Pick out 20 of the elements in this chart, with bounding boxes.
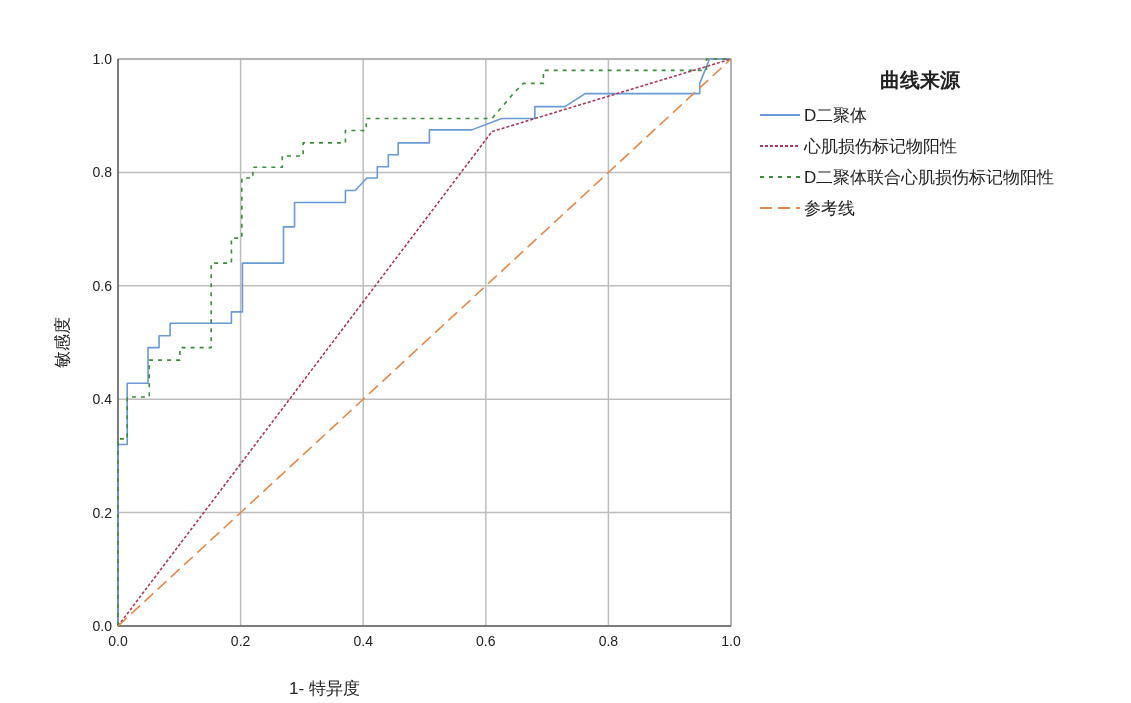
- y-axis-title: 敏感度: [53, 317, 72, 368]
- y-tick-label: 0.2: [92, 504, 113, 521]
- y-tick-label: 0.4: [92, 391, 113, 408]
- legend-label: 心肌损伤标记物阳性: [803, 137, 957, 156]
- legend-title: 曲线来源: [880, 69, 961, 91]
- y-tick-label: 0.6: [92, 277, 113, 294]
- x-tick-label: 0.0: [108, 633, 128, 649]
- x-tick-label: 0.6: [476, 633, 496, 649]
- x-tick-label: 0.4: [353, 633, 374, 649]
- y-tick-label: 0.0: [92, 618, 113, 634]
- legend-label: 参考线: [804, 199, 855, 218]
- x-tick-label: 1.0: [721, 633, 741, 649]
- y-tick-label: 0.8: [92, 164, 113, 181]
- line-series: [117, 58, 732, 627]
- x-axis-title: 1- 特异度: [289, 679, 360, 698]
- legend-label: D二聚体: [804, 106, 868, 125]
- y-tick-label: 1.0: [92, 51, 113, 67]
- x-tick-label: 0.8: [598, 633, 619, 649]
- legend-label: D二聚体联合心肌损伤标记物阳性: [804, 168, 1055, 187]
- x-tick-label: 0.2: [230, 633, 251, 649]
